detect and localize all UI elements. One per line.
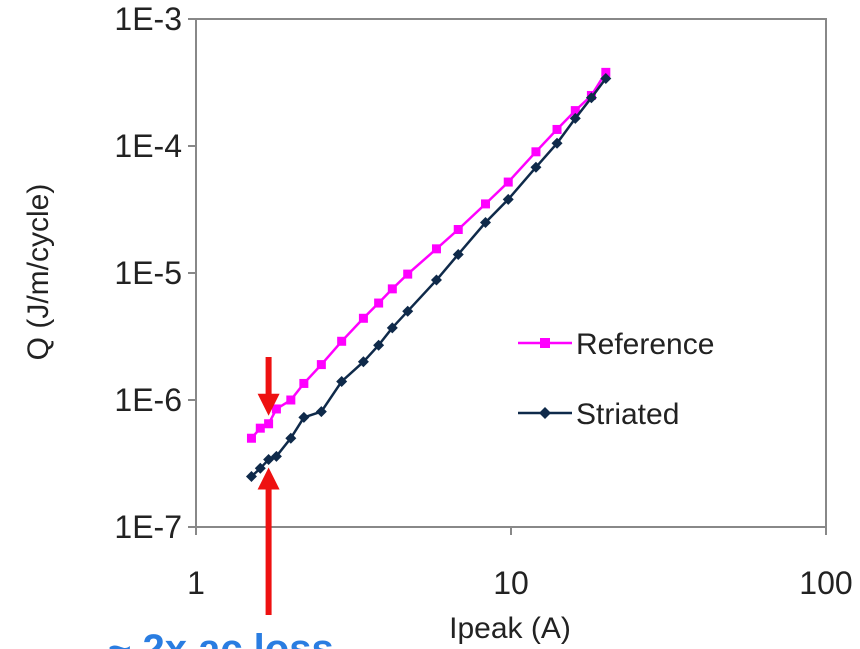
data-point-striated (373, 339, 385, 351)
data-point-reference (246, 433, 256, 443)
data-point-striated (386, 322, 398, 334)
data-point-striated (585, 92, 597, 104)
y-tick-label: 1E-6 (114, 382, 182, 418)
data-point-striated (315, 406, 327, 418)
legend-label-striated: Striated (576, 398, 679, 431)
data-point-reference (552, 124, 562, 134)
data-point-striated (254, 462, 266, 474)
data-point-reference (337, 336, 347, 346)
data-point-striated (357, 356, 369, 368)
data-point-reference (271, 404, 281, 414)
data-point-reference (358, 313, 368, 323)
annotation-text: ~ 2x ac loss (108, 627, 334, 649)
data-point-striated (569, 112, 581, 124)
y-tick-label: 1E-3 (114, 1, 182, 37)
legend: Reference Striated (518, 328, 714, 431)
data-point-striated (402, 305, 414, 317)
annotation-group (257, 357, 280, 615)
data-point-striated (480, 216, 492, 228)
data-point-reference (255, 423, 265, 433)
data-point-striated (452, 248, 464, 260)
data-point-reference (531, 147, 541, 157)
data-point-reference (481, 199, 491, 209)
plot-area-frame (195, 18, 827, 528)
data-point-striated (285, 432, 297, 444)
arrow-down-head (257, 393, 280, 416)
data-point-reference (403, 269, 413, 279)
legend-marker-reference (540, 338, 550, 348)
data-point-reference (286, 395, 296, 405)
data-point-reference (374, 298, 384, 308)
data-point-reference (387, 284, 397, 294)
data-point-striated (298, 411, 310, 423)
y-axis-title: Q (J/m/cycle) (22, 184, 55, 361)
legend-label-reference: Reference (576, 328, 714, 361)
data-point-striated (530, 161, 542, 173)
y-axis-ticks: 1E-7 1E-6 1E-5 1E-4 1E-3 (114, 1, 196, 545)
x-tick-label: 1 (187, 565, 205, 601)
data-point-striated (502, 193, 514, 205)
data-point-reference (264, 419, 274, 429)
y-tick-label: 1E-4 (114, 128, 182, 164)
y-tick-label: 1E-7 (114, 509, 182, 545)
data-point-striated (600, 73, 612, 85)
data-point-striated (270, 450, 282, 462)
y-tick-label: 1E-5 (114, 255, 182, 291)
data-point-striated (551, 137, 563, 149)
data-point-reference (503, 177, 513, 187)
data-point-striated (336, 375, 348, 387)
x-tick-label: 100 (799, 565, 852, 601)
arrow-up-head (257, 467, 280, 490)
data-point-reference (299, 378, 309, 388)
legend-marker-striated (539, 407, 551, 419)
data-point-reference (453, 225, 463, 235)
data-point-striated (430, 274, 442, 286)
x-axis-ticks: 1 10 100 (187, 527, 853, 601)
data-point-striated (245, 470, 257, 482)
data-point-reference (316, 360, 326, 370)
series-layer (245, 67, 612, 482)
x-axis-title: Ipeak (A) (449, 612, 571, 645)
x-tick-label: 10 (493, 565, 529, 601)
data-point-reference (431, 244, 441, 254)
plot-frame-group (195, 18, 827, 528)
data-point-reference (570, 106, 580, 116)
data-point-reference (601, 67, 611, 77)
